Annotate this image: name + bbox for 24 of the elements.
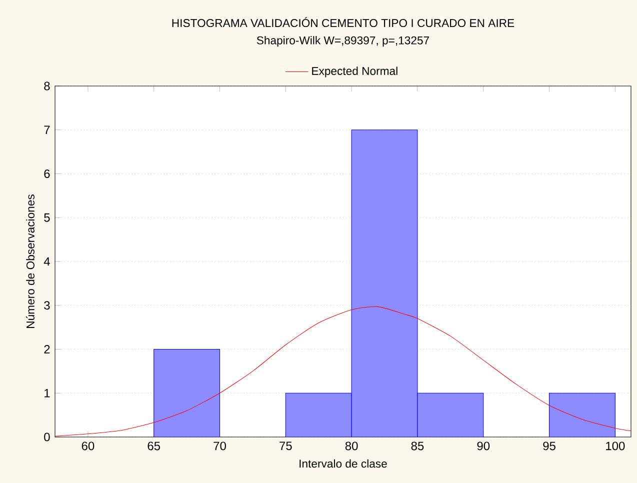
x-tick-label: 80	[345, 442, 358, 450]
y-tick-label: 8	[44, 82, 50, 90]
line-series	[55, 306, 631, 436]
x-tick-label: 85	[411, 442, 424, 450]
x-tick-label: 70	[214, 442, 226, 450]
y-tick-label: 1	[44, 388, 50, 398]
y-tick-label: 6	[44, 169, 50, 178]
x-tick-label: 65	[148, 442, 160, 450]
y-tick-label: 5	[44, 213, 50, 222]
x-tick-label: 75	[280, 442, 292, 450]
legend-label: Expected Normal	[312, 66, 398, 78]
x-tick-label: 60	[82, 442, 94, 450]
y-tick-label: 7	[44, 126, 50, 134]
x-tick-label: 100	[606, 442, 625, 450]
chart-title: HISTOGRAMA VALIDACIÓN CEMENTO TIPO I CURADO EN AIRE	[172, 17, 514, 28]
chart-subtitle: Shapiro-Wilk W=,89397, p=,13257	[256, 36, 430, 47]
x-tick-label: 90	[477, 442, 490, 450]
x-tick-label: 95	[543, 442, 556, 450]
y-tick-label: 0	[44, 432, 50, 442]
y-tick-label: 4	[44, 257, 50, 266]
y-tick-label: 3	[44, 301, 50, 310]
x-axis-title: Intervalo de clase	[300, 459, 387, 468]
y-tick-label: 2	[44, 345, 50, 354]
y-axis-title: Número de Observaciones	[26, 194, 34, 328]
